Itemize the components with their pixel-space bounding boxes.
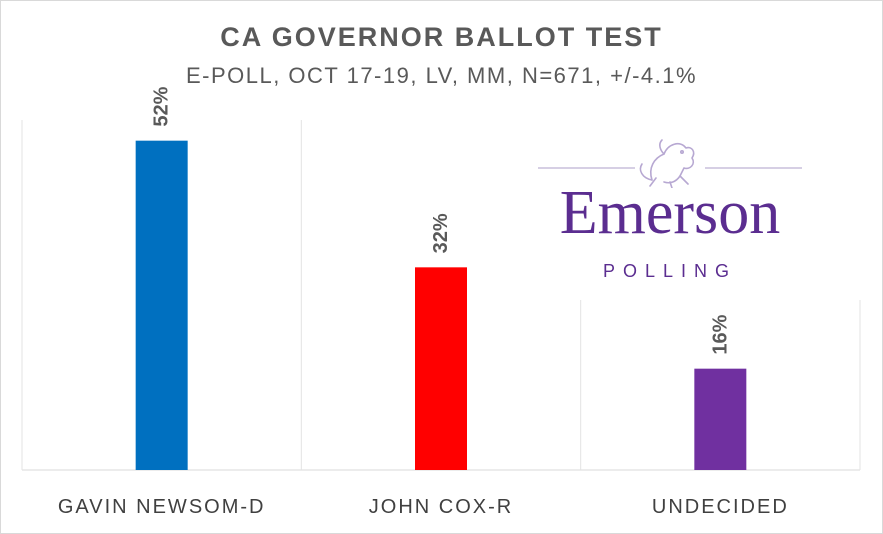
logo-tagline: POLLING	[602, 261, 738, 281]
chart-title: CA GOVERNOR BALLOT TEST	[220, 22, 663, 52]
chart-subtitle: E-POLL, OCT 17-19, LV, MM, N=671, +/-4.1…	[185, 63, 698, 88]
emerson-logo: Emerson POLLING	[530, 128, 810, 288]
bar-2	[415, 267, 467, 470]
data-label-1: 52%	[151, 86, 173, 126]
bar-3	[694, 368, 747, 470]
bar-1	[135, 140, 188, 470]
lion-crest-icon	[538, 139, 802, 188]
category-label-3: UNDECIDED	[652, 496, 789, 518]
logo-wordmark: Emerson	[559, 179, 781, 247]
category-label-1: GAVIN NEWSOM-D	[58, 496, 266, 518]
data-label-3: 16%	[709, 314, 731, 354]
category-label-2: JOHN COX-R	[369, 496, 513, 518]
data-label-2: 32%	[430, 213, 452, 253]
